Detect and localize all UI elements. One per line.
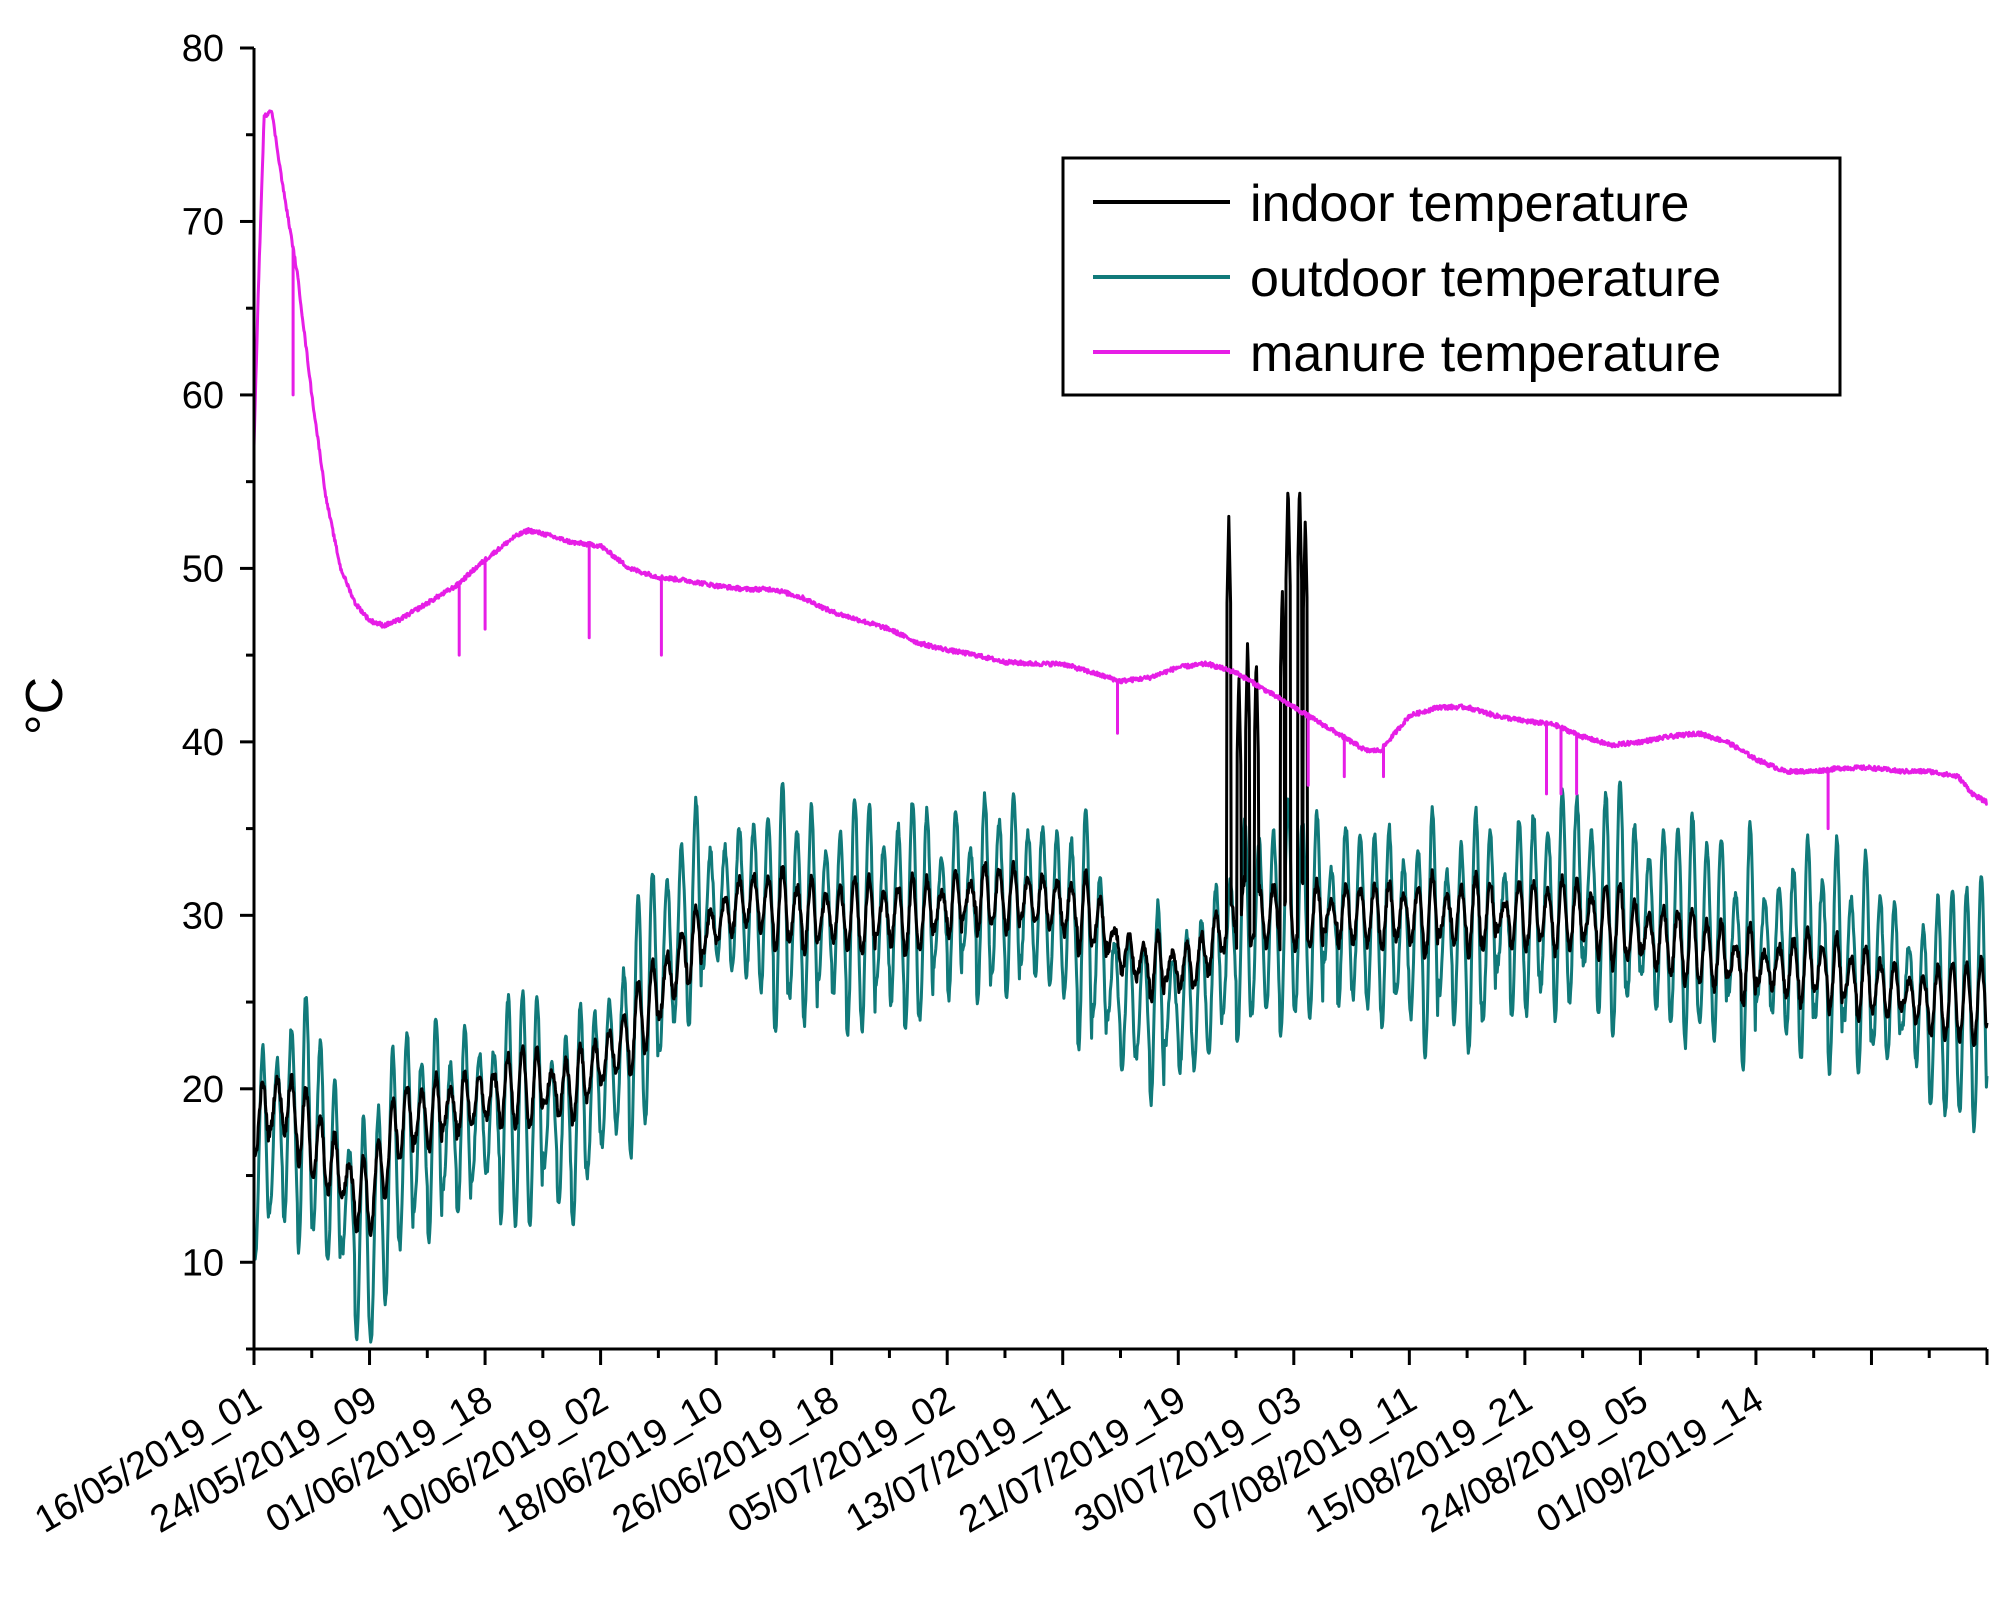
legend-label-manure: manure temperature [1250,325,1721,383]
series-line-manure [252,109,1989,831]
series-line-outdoor [252,780,1989,1344]
y-tick-label: 30 [182,895,224,937]
legend-label-indoor: indoor temperature [1250,175,1689,233]
series-layer [252,109,1989,1344]
y-axis-title: °C [16,677,74,735]
y-tick-label: 60 [182,375,224,417]
y-tick-label: 50 [182,548,224,590]
x-ticks: 16/05/2019_0124/05/2019_0901/06/2019_181… [28,1349,1989,1542]
legend-label-outdoor: outdoor temperature [1250,250,1721,308]
y-tick-label: 10 [182,1242,224,1284]
y-tick-label: 40 [182,722,224,764]
series-line-indoor [252,491,1989,1237]
legend: indoor temperature outdoor temperature m… [1061,156,1842,397]
y-tick-label: 70 [182,201,224,243]
y-tick-label: 80 [182,28,224,70]
y-ticks: 10 20 30 40 50 60 70 80 [182,28,254,1351]
y-tick-label: 20 [182,1069,224,1111]
